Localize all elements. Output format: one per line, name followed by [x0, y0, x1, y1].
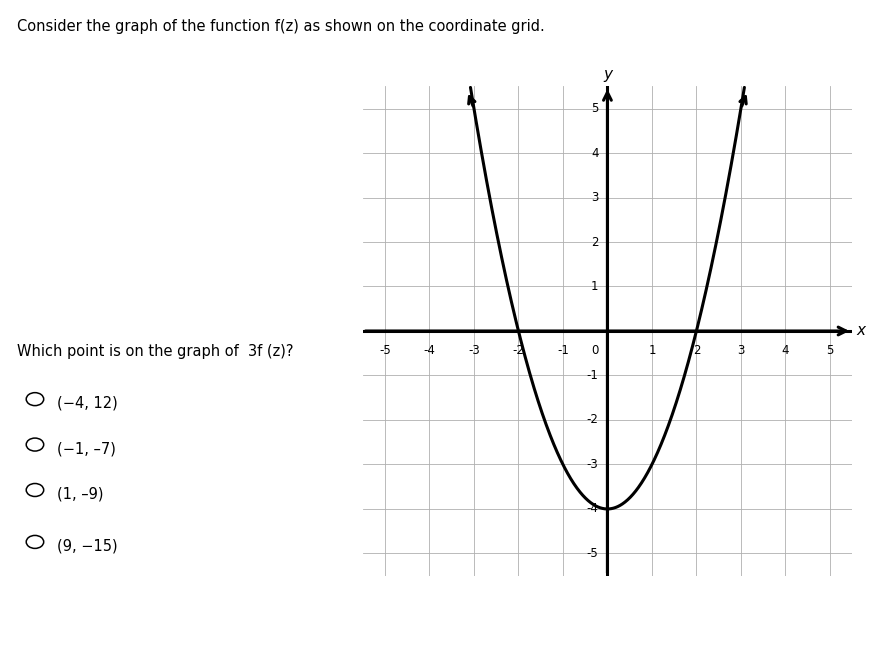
Text: (9, −15): (9, −15)	[57, 539, 117, 554]
Text: -2: -2	[586, 413, 599, 426]
Text: (−1, –7): (−1, –7)	[57, 441, 115, 456]
Text: 1: 1	[591, 280, 599, 293]
Text: -3: -3	[468, 345, 480, 358]
Text: (1, –9): (1, –9)	[57, 487, 103, 502]
Text: 0: 0	[591, 345, 599, 358]
Text: -5: -5	[586, 547, 599, 560]
Text: -3: -3	[586, 458, 599, 471]
Text: -1: -1	[557, 345, 569, 358]
Text: -4: -4	[586, 502, 599, 515]
Text: 4: 4	[781, 345, 789, 358]
Text: -4: -4	[424, 345, 435, 358]
Text: 3: 3	[591, 191, 599, 204]
Text: 1: 1	[649, 345, 656, 358]
Text: Which point is on the graph of  3f (z)?: Which point is on the graph of 3f (z)?	[17, 344, 294, 359]
Text: 5: 5	[826, 345, 834, 358]
Text: 4: 4	[591, 147, 599, 160]
Text: -5: -5	[379, 345, 391, 358]
Text: 5: 5	[591, 102, 599, 115]
Text: 3: 3	[738, 345, 745, 358]
Text: Consider the graph of the function f(z) as shown on the coordinate grid.: Consider the graph of the function f(z) …	[17, 19, 545, 34]
Text: -2: -2	[512, 345, 524, 358]
Text: 2: 2	[693, 345, 700, 358]
Text: -1: -1	[586, 369, 599, 382]
Text: y: y	[603, 67, 612, 82]
Text: x: x	[857, 323, 865, 339]
Text: 2: 2	[591, 236, 599, 249]
Text: (−4, 12): (−4, 12)	[57, 396, 118, 411]
